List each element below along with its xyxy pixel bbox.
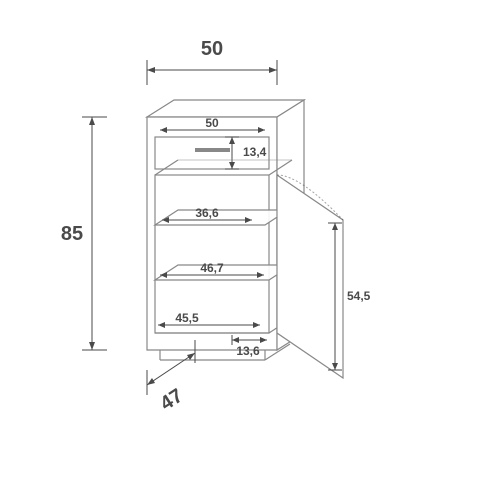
dim-depth: 47 — [147, 340, 195, 415]
dim-door-height: 54,5 — [347, 289, 371, 303]
dim-base-width: 45,5 — [175, 311, 199, 325]
dim-drawer-height: 13,4 — [243, 145, 267, 159]
dim-inner-top: 50 — [205, 116, 219, 130]
dim-shelf1: 36,6 — [195, 206, 219, 220]
dim-base-inset: 13,6 — [236, 344, 260, 358]
cabinet-body: 50 13,4 36,6 46,7 — [147, 100, 371, 378]
cabinet-diagram: 50 85 50 13,4 — [0, 0, 500, 500]
dim-left-height: 85 — [61, 117, 107, 350]
dim-depth-label: 47 — [156, 385, 187, 416]
dim-width-label: 50 — [201, 38, 223, 60]
dim-shelf2: 46,7 — [200, 261, 224, 275]
dim-top-width: 50 — [147, 38, 277, 85]
dim-height-label: 85 — [61, 223, 83, 245]
